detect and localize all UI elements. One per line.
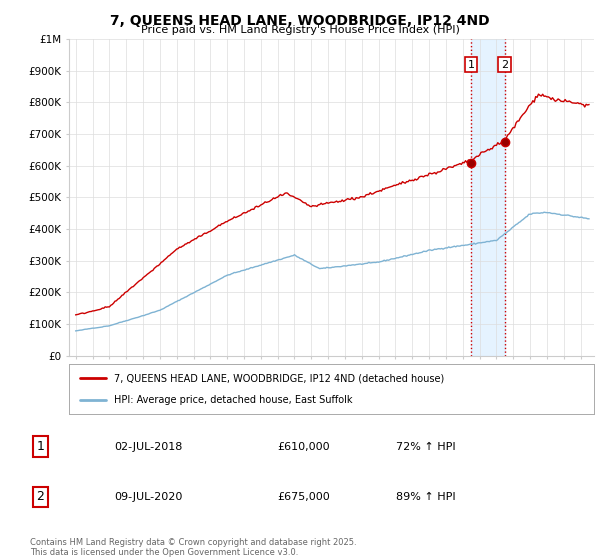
Text: 89% ↑ HPI: 89% ↑ HPI bbox=[396, 492, 455, 502]
Text: 2: 2 bbox=[501, 59, 508, 69]
Text: 7, QUEENS HEAD LANE, WOODBRIDGE, IP12 4ND: 7, QUEENS HEAD LANE, WOODBRIDGE, IP12 4N… bbox=[110, 14, 490, 28]
Text: 2: 2 bbox=[37, 491, 44, 503]
Text: £610,000: £610,000 bbox=[277, 442, 330, 451]
Text: HPI: Average price, detached house, East Suffolk: HPI: Average price, detached house, East… bbox=[113, 395, 352, 405]
Text: 09-JUL-2020: 09-JUL-2020 bbox=[114, 492, 182, 502]
Text: 7, QUEENS HEAD LANE, WOODBRIDGE, IP12 4ND (detached house): 7, QUEENS HEAD LANE, WOODBRIDGE, IP12 4N… bbox=[113, 373, 444, 383]
Text: £675,000: £675,000 bbox=[277, 492, 330, 502]
Text: 72% ↑ HPI: 72% ↑ HPI bbox=[396, 442, 455, 451]
Text: Contains HM Land Registry data © Crown copyright and database right 2025.
This d: Contains HM Land Registry data © Crown c… bbox=[30, 538, 356, 557]
Text: Price paid vs. HM Land Registry's House Price Index (HPI): Price paid vs. HM Land Registry's House … bbox=[140, 25, 460, 35]
Text: 02-JUL-2018: 02-JUL-2018 bbox=[114, 442, 182, 451]
Text: 1: 1 bbox=[467, 59, 475, 69]
Bar bbox=[471, 39, 505, 356]
Text: 1: 1 bbox=[37, 440, 44, 453]
